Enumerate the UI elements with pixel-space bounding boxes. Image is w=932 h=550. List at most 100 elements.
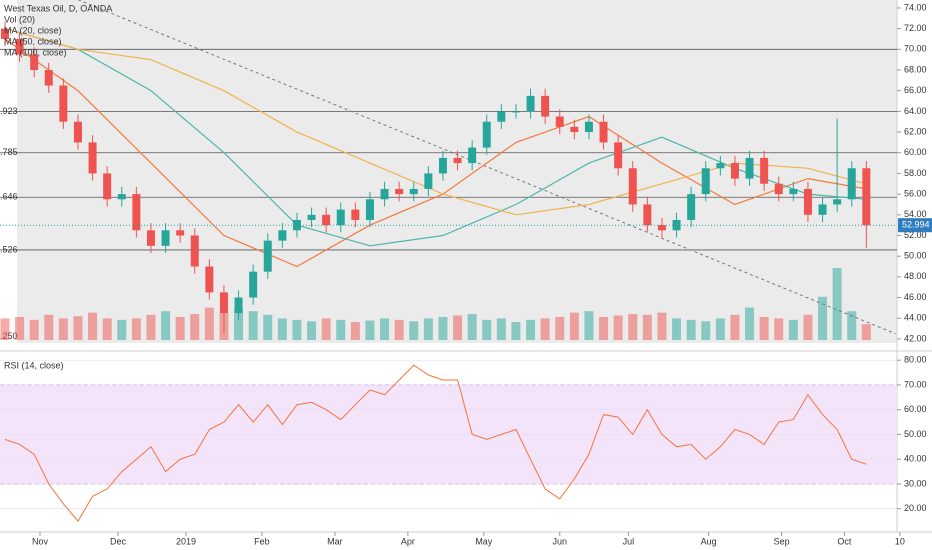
candle-body [789, 188, 798, 195]
candle-body [541, 95, 550, 117]
volume-bar [540, 318, 550, 340]
candle-body [322, 214, 331, 226]
volume-bar [161, 311, 171, 340]
volume-bar [628, 314, 638, 340]
volume-bar [715, 318, 725, 340]
volume-bar [774, 318, 784, 340]
candle-body [628, 168, 637, 205]
candle-body [117, 194, 126, 200]
candle-body [234, 297, 243, 314]
candle-body [395, 188, 404, 195]
volume-bar [511, 322, 521, 340]
volume-bar [190, 314, 200, 340]
volume-bar [657, 312, 667, 340]
volume-bar [686, 319, 696, 340]
x-tick-label: Apr [401, 536, 415, 546]
candle-body [833, 199, 842, 205]
y-tick-label: 40.00 [904, 454, 927, 464]
x-tick-label: Sep [774, 536, 790, 546]
x-tick-label: Nov [32, 536, 49, 546]
volume-bar [438, 316, 448, 340]
candle-body [818, 204, 827, 215]
pane-title: RSI (14, close) [4, 360, 64, 370]
candle-body [453, 157, 462, 164]
y-tick-label: 50.00 [904, 429, 927, 439]
volume-bar [336, 319, 346, 340]
volume-bar [0, 318, 10, 340]
candle-body [424, 173, 433, 189]
level-label: .646 [0, 192, 18, 202]
y-tick-label: 48.00 [904, 271, 927, 281]
y-tick-label: 50.00 [904, 251, 927, 261]
candle-body [657, 225, 666, 231]
candle-body [599, 121, 608, 143]
legend-entry: MA (50, close) [4, 36, 62, 46]
y-tick-label: 70.00 [904, 44, 927, 54]
x-tick-label: Dec [110, 536, 127, 546]
volume-bar [861, 324, 871, 340]
volume-bar [482, 319, 492, 340]
candle-body [205, 266, 214, 293]
candle-body [497, 111, 506, 122]
y-tick-label: 62.00 [904, 126, 927, 136]
candle-body [15, 38, 24, 55]
volume-bar [146, 314, 156, 340]
legend-entry: Vol (20) [4, 14, 35, 24]
y-tick-label: 52.00 [904, 230, 927, 240]
volume-bar [526, 319, 536, 340]
legend-entry: MA (100, close) [4, 47, 67, 57]
volume-bar [847, 311, 857, 340]
volume-bar [555, 316, 565, 340]
candle-body [103, 173, 112, 200]
volume-bar [365, 320, 375, 340]
candle-body [263, 240, 272, 272]
volume-bar [613, 315, 623, 340]
candle-body [730, 163, 739, 179]
volume-bar [672, 318, 682, 340]
volume-bar [102, 318, 112, 340]
candle-body [73, 121, 82, 143]
candle-body [438, 157, 447, 174]
volume-bar [453, 315, 463, 340]
level-label: .923 [0, 106, 18, 116]
volume-bar [204, 307, 214, 340]
x-tick-label: 10 [895, 536, 905, 546]
candle-body [176, 230, 185, 236]
candle-body [380, 188, 389, 200]
candle-body [687, 194, 696, 220]
volume-bar [58, 318, 68, 340]
volume-bar [409, 321, 419, 340]
volume-bar [380, 318, 390, 340]
volume-bar [307, 321, 317, 340]
candle-body [88, 142, 97, 174]
y-tick-label: 72.00 [904, 23, 927, 33]
volume-bar [818, 296, 828, 340]
y-tick-label: 70.00 [904, 379, 927, 389]
legend-entry: MA (20, close) [4, 25, 62, 35]
y-tick-label: 64.00 [904, 106, 927, 116]
volume-bar [759, 316, 769, 340]
y-tick-label: 68.00 [904, 64, 927, 74]
candle-body [278, 230, 287, 241]
volume-bar [788, 319, 798, 340]
level-label: .785 [0, 147, 18, 157]
candle-body [526, 95, 535, 112]
volume-bar [467, 314, 477, 340]
x-tick-label: Oct [837, 536, 852, 546]
candle-body [365, 199, 374, 220]
candle-body [847, 168, 856, 200]
candle-body [716, 163, 725, 169]
volume-bar [730, 314, 740, 340]
candle-body [482, 121, 491, 148]
level-label: .526 [0, 244, 18, 254]
last-price-box [898, 218, 932, 233]
volume-bar [29, 319, 39, 340]
volume-bar [175, 316, 185, 340]
last-price-label: 52.994 [902, 220, 930, 230]
candle-body [672, 219, 681, 231]
volume-bar [234, 309, 244, 340]
volume-bar [394, 319, 404, 340]
volume-bar [745, 307, 755, 340]
candle-body [190, 235, 199, 267]
volume-bar [599, 316, 609, 340]
